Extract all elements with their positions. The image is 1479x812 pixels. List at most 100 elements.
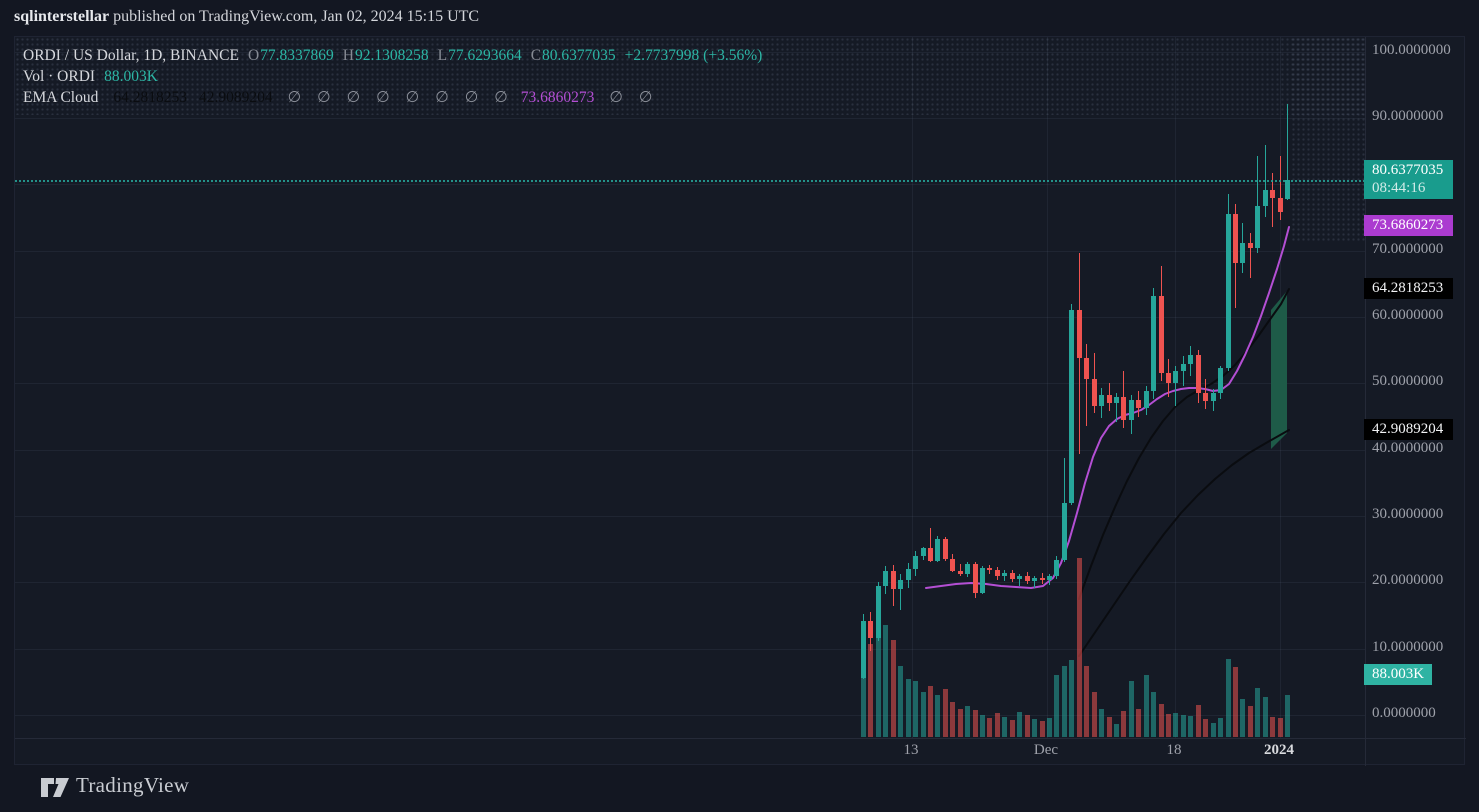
publisher-username: sqlinterstellar [14, 8, 110, 25]
volume-bar [861, 623, 866, 737]
candle-body [1173, 370, 1179, 383]
volume-badge[interactable]: 88.003K [1364, 664, 1432, 685]
empty-value: ∅ [405, 89, 420, 106]
empty-value: ∅ [638, 89, 653, 106]
volume-bar [1143, 675, 1149, 737]
volume-bar [1128, 680, 1134, 737]
candle-body [920, 547, 926, 556]
volume-bar [898, 665, 904, 737]
price-axis-label: 50.0000000 [1372, 373, 1444, 390]
volume-bar [1210, 722, 1216, 737]
volume-bar [1032, 718, 1038, 737]
volume-bar [1091, 691, 1097, 737]
badge-line: 88.003K [1372, 666, 1425, 682]
candle-wick [900, 574, 902, 610]
candle-body [1151, 296, 1157, 391]
candle-body [1158, 296, 1164, 373]
ema-cloud-legend-row[interactable]: EMA Cloud 64.2818253 42.9089204 ∅ ∅ ∅ ∅ ∅ ∅ ∅ ∅ 73… [23, 87, 762, 108]
ema-mid-badge[interactable]: 64.2818253 [1364, 277, 1453, 299]
volume-bar [920, 691, 926, 737]
candle-body [1225, 213, 1231, 369]
candle-body [1128, 399, 1134, 420]
open-value: O77.8337869 [247, 47, 334, 64]
drawing-parallelogram[interactable] [1271, 291, 1287, 449]
ema-slow-badge[interactable]: 42.9089204 [1364, 419, 1453, 441]
candle-wick [1257, 155, 1259, 254]
candle-body [1106, 395, 1112, 404]
time-axis-separator [15, 738, 1466, 739]
price-axis-label: 60.0000000 [1372, 307, 1444, 324]
candle-body [927, 547, 933, 562]
volume-value: 88.003K [104, 68, 158, 85]
volume-bar [905, 679, 911, 737]
horizontal-gridline [15, 118, 1365, 120]
time-axis-label: Dec [1033, 742, 1059, 758]
candle-body [1233, 213, 1238, 264]
empty-value: ∅ [317, 89, 331, 106]
candle-body [1195, 354, 1201, 393]
empty-value: ∅ [346, 89, 361, 106]
candle-body [987, 567, 993, 570]
volume-bar [1180, 715, 1186, 737]
empty-value: ∅ [435, 89, 449, 106]
horizontal-gridline [15, 250, 1365, 252]
candle-body [1136, 399, 1142, 408]
candle-body [913, 555, 919, 570]
price-axis[interactable]: 100.0000000 90.0000000 70.0000000 60.000000… [1364, 36, 1465, 737]
volume-bar [875, 627, 881, 737]
volume-bar [927, 685, 933, 737]
volume-bar [1218, 718, 1224, 737]
volume-bar [1233, 666, 1238, 737]
publication-info: published on TradingView.com, Jan 02, 20… [109, 8, 480, 25]
badge-line: 42.9089204 [1372, 421, 1444, 438]
horizontal-gridline [15, 648, 1365, 650]
change-value: +2.7737998 (+3.56%) [624, 47, 763, 64]
candle-body [883, 571, 889, 587]
volume-bar [1240, 699, 1246, 737]
candle-body [875, 586, 881, 639]
ema-purple-badge[interactable]: 73.6860273 [1364, 215, 1453, 237]
symbol-title[interactable]: ORDI / US Dollar, 1D, BINANCE [23, 47, 239, 64]
horizontal-gridline [15, 516, 1365, 517]
volume-bar [950, 701, 956, 737]
candle-body [1270, 190, 1276, 199]
candle-body [1076, 310, 1082, 359]
volume-bar [1024, 715, 1030, 737]
price-axis-label: 40.0000000 [1372, 439, 1444, 456]
candle-body [1047, 575, 1052, 581]
volume-bar [1166, 714, 1172, 737]
volume-bar [980, 715, 986, 737]
candle-wick [1182, 356, 1184, 386]
candle-body [1024, 576, 1030, 581]
empty-value: ∅ [376, 89, 390, 106]
outside-range-dots-right [1291, 37, 1365, 243]
volume-bar [942, 688, 948, 737]
time-axis[interactable]: 13 Dec 18 2024 [14, 737, 1365, 765]
candle-body [898, 579, 904, 589]
volume-bar [1054, 675, 1060, 737]
volume-bar [1121, 710, 1127, 737]
volume-bar [1277, 718, 1283, 737]
volume-bar [1061, 665, 1067, 737]
outside-range-dots-top [15, 37, 1365, 115]
tradingview-wordmark: TradingView [76, 773, 190, 797]
candle-body [1262, 190, 1268, 206]
indicator-layer [925, 226, 1290, 657]
ema-line-purple [925, 226, 1290, 589]
volume-bar [1099, 708, 1105, 737]
candle-body [935, 539, 941, 562]
volume-bar [957, 708, 963, 737]
volume-bar [1047, 718, 1052, 737]
candle-body [1039, 577, 1045, 581]
volume-legend-row[interactable]: Vol · ORDI 88.003K [23, 66, 762, 87]
candle-body [1203, 392, 1209, 402]
chart-canvas[interactable]: ORDI / US Dollar, 1D, BINANCE O77.833786… [15, 37, 1365, 738]
candle-body [905, 569, 911, 580]
candle-body [1099, 395, 1105, 406]
last-price-badge[interactable]: 80.6377035 08:44:16 [1364, 160, 1453, 200]
symbol-legend-row[interactable]: ORDI / US Dollar, 1D, BINANCE O77.833786… [23, 45, 762, 66]
candle-wick [1249, 233, 1251, 278]
volume-bar [883, 625, 889, 737]
candle-body [1091, 378, 1097, 406]
